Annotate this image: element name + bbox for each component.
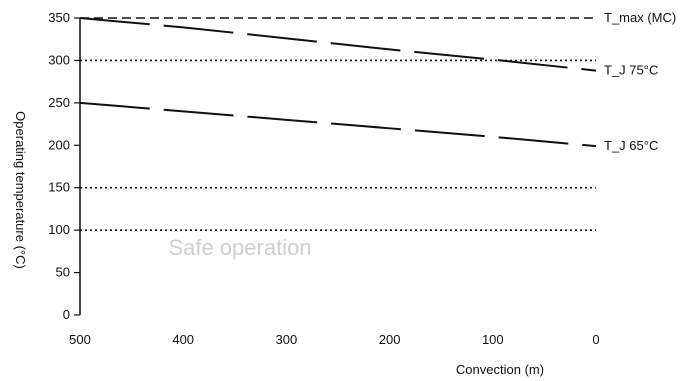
y-tick-label: 0 — [63, 307, 70, 322]
safe-operation-annotation: Safe operation — [168, 235, 311, 260]
x-tick-label: 100 — [482, 332, 504, 347]
x-ticks: 500 400 300 200 100 0 — [69, 332, 599, 347]
x-tick-label: 0 — [592, 332, 599, 347]
x-tick-label: 400 — [172, 332, 194, 347]
x-tick-label: 300 — [276, 332, 298, 347]
y-axis-title: Operating temperature (°C) — [13, 111, 28, 269]
series-line — [79, 101, 597, 148]
y-tick-label: 300 — [48, 52, 70, 67]
y-tick-label: 150 — [48, 180, 70, 195]
y-tick-label: 250 — [48, 95, 70, 110]
x-tick-label: 500 — [69, 332, 91, 347]
series-lines — [79, 17, 597, 148]
series-line — [79, 17, 597, 72]
y-tick-label: 100 — [48, 222, 70, 237]
x-axis-title: Convection (m) — [456, 362, 544, 377]
series-label: T_J 65°C — [604, 138, 658, 153]
series-label: T_max (MC) — [604, 10, 676, 25]
series-label: T_J 75°C — [604, 63, 658, 78]
y-ticks: 0 50 100 150 200 250 300 350 — [48, 10, 80, 322]
x-tick-label: 200 — [379, 332, 401, 347]
y-tick-label: 350 — [48, 10, 70, 25]
series-labels: T_max (MC) T_J 75°C T_J 65°C — [604, 10, 676, 153]
y-tick-label: 200 — [48, 137, 70, 152]
y-tick-label: 50 — [56, 265, 70, 280]
